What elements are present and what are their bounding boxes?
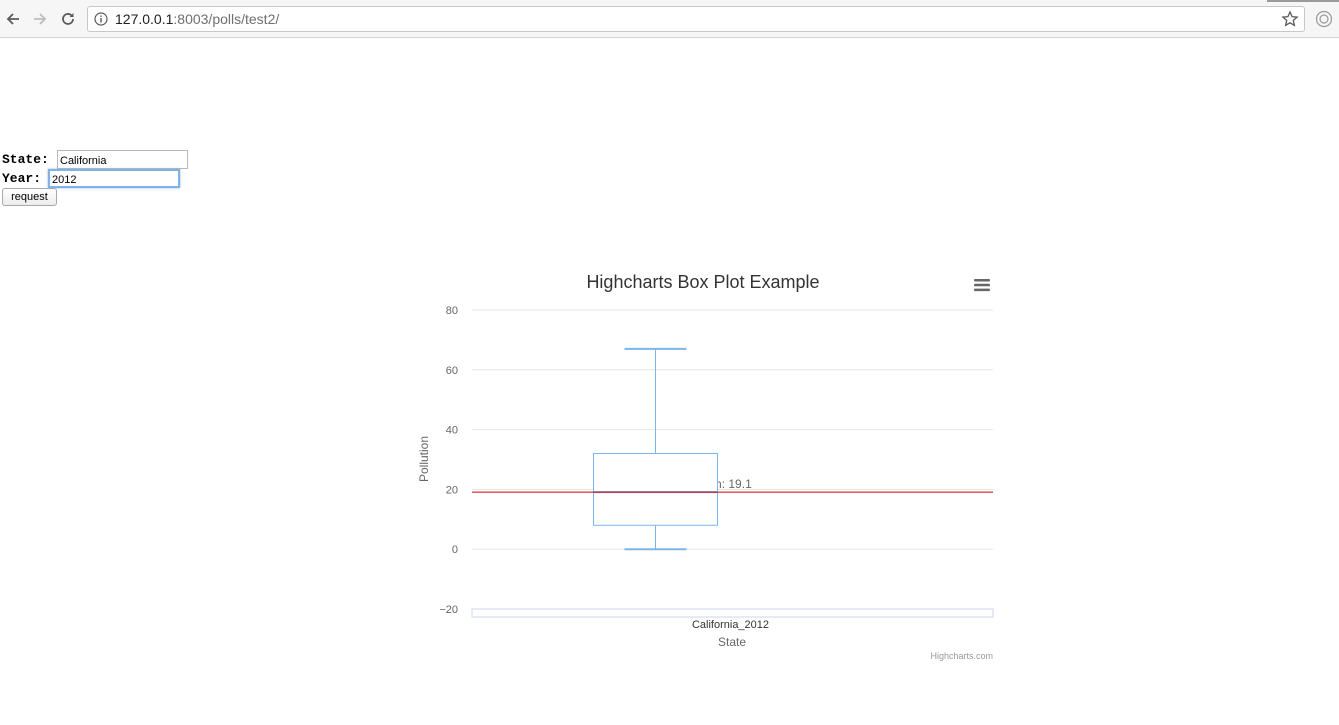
y-tick-label: 40: [446, 425, 458, 437]
box-series: [593, 347, 718, 551]
address-bar[interactable]: 127.0.0.1:8003/polls/test2/: [87, 6, 1305, 32]
chart-title: Highcharts Box Plot Example: [586, 272, 819, 292]
x-axis-line: [471, 608, 994, 618]
browser-toolbar: 127.0.0.1:8003/polls/test2/: [0, 0, 1339, 38]
back-icon: [6, 13, 19, 25]
x-category-label: California_2012: [692, 619, 769, 631]
back-button[interactable]: [2, 8, 24, 30]
url-path: :8003/polls/test2/: [173, 11, 280, 27]
y-tick-label: 20: [446, 484, 458, 496]
reload-button[interactable]: [57, 8, 79, 30]
extension-icon[interactable]: [1315, 10, 1333, 28]
x-category-labels: California_2012: [692, 619, 769, 631]
info-icon[interactable]: [94, 12, 108, 26]
y-tick-label: 0: [452, 544, 458, 556]
address-url[interactable]: 127.0.0.1:8003/polls/test2/: [115, 11, 279, 27]
y-tick-label: −20: [439, 604, 458, 616]
y-tick-label: 60: [446, 365, 458, 377]
box-plot-chart: Highcharts Box Plot Example −20 0 20 40 60 80…: [417, 272, 994, 661]
hamburger-menu-icon[interactable]: [973, 278, 991, 292]
reload-icon: [62, 13, 74, 25]
year-input[interactable]: [48, 169, 180, 188]
x-axis-label: State: [718, 635, 746, 649]
url-host: 127.0.0.1: [115, 11, 174, 27]
y-grid: [472, 309, 993, 550]
forward-icon: [34, 13, 47, 25]
state-label: State:: [2, 152, 49, 167]
y-tick-labels: −20 0 20 40 60 80: [439, 305, 458, 616]
tab-strip-edge: [1267, 0, 1339, 2]
y-axis-label: Pollution: [417, 436, 431, 482]
chart-credits[interactable]: Highcharts.com: [930, 651, 993, 661]
year-label: Year:: [2, 171, 42, 186]
star-icon[interactable]: [1281, 10, 1299, 28]
request-button[interactable]: request: [2, 188, 57, 206]
state-input[interactable]: [57, 150, 188, 169]
box-iqr[interactable]: [593, 453, 718, 526]
y-tick-label: 80: [446, 305, 458, 317]
forward-button[interactable]: [29, 8, 51, 30]
